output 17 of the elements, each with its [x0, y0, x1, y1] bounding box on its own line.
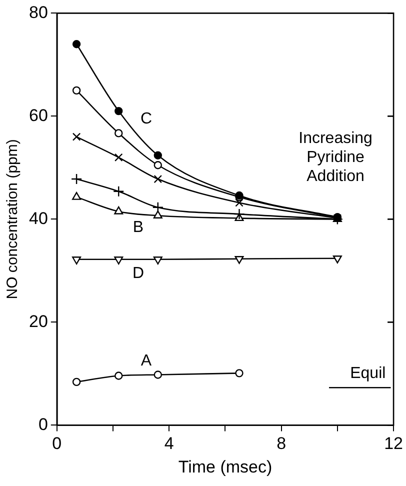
- series-label: C: [140, 110, 152, 128]
- series-label: D: [132, 264, 144, 282]
- y-tick-label: 40: [28, 208, 48, 228]
- y-tick-label: 80: [28, 2, 48, 22]
- y-axis-title: NO concentration (ppm): [4, 139, 22, 300]
- x-tick-label: 4: [164, 434, 174, 454]
- series-label: B: [132, 218, 144, 236]
- x-tick-label: 8: [276, 434, 286, 454]
- y-tick-label: 60: [28, 106, 48, 125]
- series-label: Equil: [350, 365, 386, 382]
- x-tick-label: 0: [52, 434, 62, 454]
- series-label: A: [140, 352, 152, 370]
- y-tick-label: 0: [38, 414, 48, 434]
- y-tick-label: 20: [28, 312, 48, 331]
- x-axis-title: Time (msec): [178, 457, 272, 476]
- annotation: Increasing Pyridine Addition: [298, 130, 372, 185]
- x-tick-label: 12: [384, 434, 404, 454]
